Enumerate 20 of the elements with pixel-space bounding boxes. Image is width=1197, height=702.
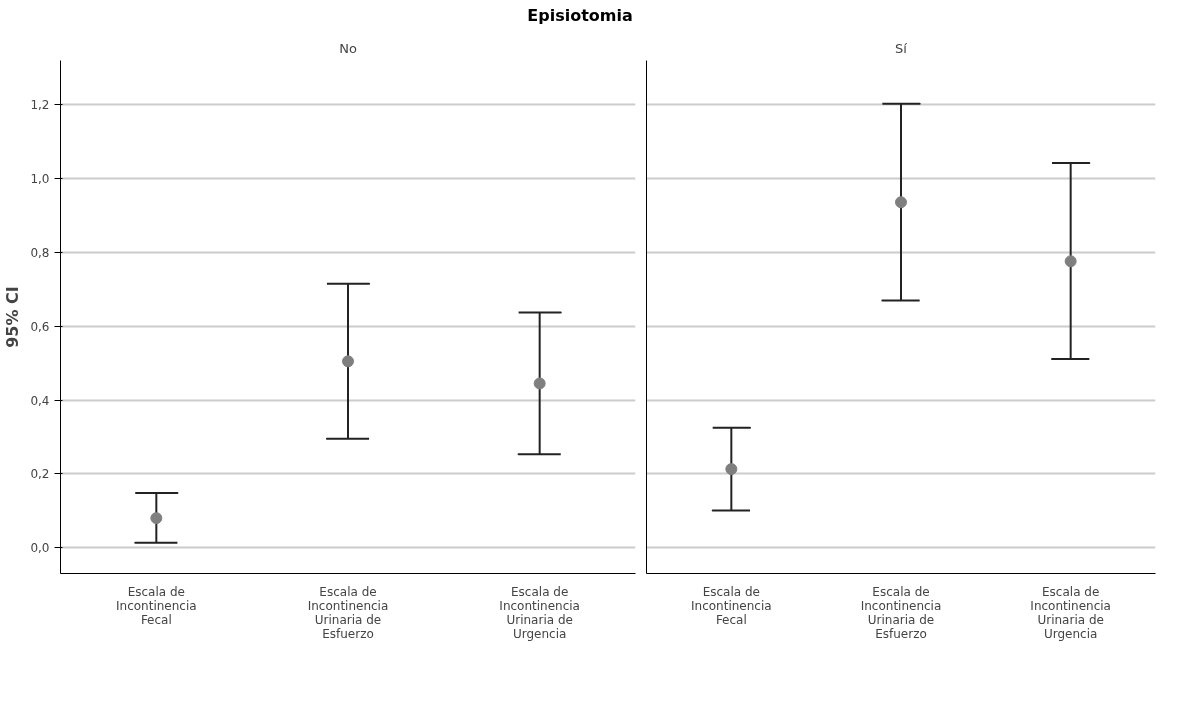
y-tick-label: 0,2 [30, 467, 50, 482]
y-tick-label: 0,6 [30, 319, 50, 334]
chart-subtitle: No [339, 40, 357, 56]
x-tick-label: Escala de Incontinencia Urinaria de Esfuerzo [307, 584, 389, 641]
chart-title: Episiotomia [527, 5, 633, 27]
point [150, 511, 163, 524]
y-tick-label: 1,2 [30, 98, 50, 113]
x-tick-label: Escala de Incontinencia Fecal [691, 584, 772, 627]
x-tick-label: Escala de Incontinencia Fecal [116, 584, 197, 627]
y-tick-label: 0,8 [30, 245, 50, 260]
x-tick-label: Escala de Incontinencia Urinaria de Urgencia [499, 584, 580, 641]
x-tick-label: Escala de Incontinencia Urinaria de Esfuerzo [860, 584, 942, 641]
point [342, 355, 354, 368]
y-tick-label: 0,0 [30, 541, 50, 556]
y-axis-title: 95% CI [3, 286, 23, 348]
point [533, 377, 546, 390]
x-tick-label: Escala de Incontinencia Urinaria de Urgencia [1030, 584, 1111, 641]
chart-subtitle: Sí [895, 40, 908, 56]
y-tick-label: 0,4 [30, 393, 50, 408]
y-tick-label: 1,0 [30, 171, 50, 186]
